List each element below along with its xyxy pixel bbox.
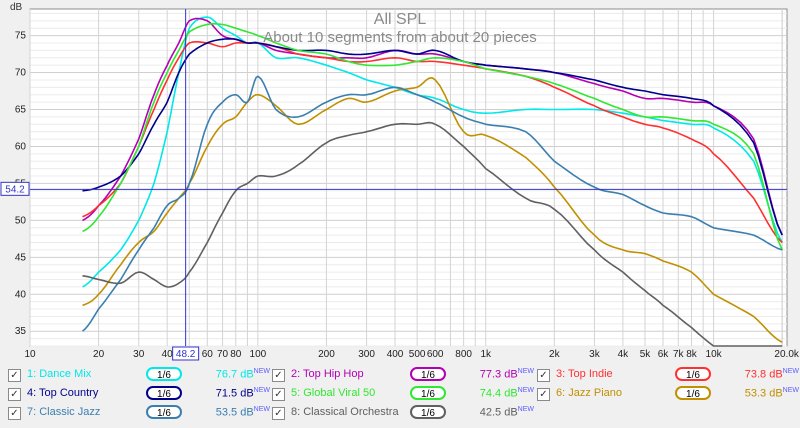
series-line <box>82 121 783 347</box>
smoothing-button[interactable]: 1/6 <box>146 386 182 400</box>
legend-label: 6: Jazz Piano <box>556 387 623 399</box>
legend-value: 77.3 dBNEW <box>479 368 534 381</box>
y-tick-label: 35 <box>15 326 27 337</box>
series-line <box>82 77 783 343</box>
new-badge: NEW <box>253 406 270 413</box>
x-tick-label: 60 <box>202 349 214 360</box>
x-tick-label: 80 <box>230 349 242 360</box>
legend-item: ✓ 2: Top Hip Hop 1/6 77.3 dBNEW <box>272 366 534 384</box>
legend-value: 76.7 dBNEW <box>215 368 270 381</box>
new-badge: NEW <box>517 368 534 375</box>
x-tick-label: 40 <box>162 349 174 360</box>
y-axis-label: dB <box>10 2 23 13</box>
y-tick-label: 65 <box>15 105 27 116</box>
legend-panel: ✓ 1: Dance Mix 1/6 76.7 dBNEW ✓ 2: Top Hip Ho… <box>0 362 800 428</box>
x-tick-label: 300 <box>358 349 375 360</box>
y-tick-label: 60 <box>15 141 27 152</box>
y-tick-label: 45 <box>15 252 27 263</box>
legend-label: 7: Classic Jazz <box>27 406 101 418</box>
legend-item: ✓ 4: Top Country 1/6 71.5 dBNEW <box>8 385 270 403</box>
cursor-y-readout: 54.2 <box>5 184 25 195</box>
legend-value: 42.5 dBNEW <box>479 406 534 419</box>
smoothing-button[interactable]: 1/6 <box>675 367 711 381</box>
legend-value: 53.3 dBNEW <box>744 387 799 400</box>
x-tick-label: 20.0k Hz <box>774 349 800 360</box>
smoothing-button[interactable]: 1/6 <box>410 367 446 381</box>
legend-label: 8: Classical Orchestra <box>291 406 399 418</box>
legend-label: 2: Top Hip Hop <box>291 368 364 380</box>
legend-checkbox[interactable]: ✓ <box>272 388 285 401</box>
series-lines <box>81 16 783 347</box>
legend-checkbox[interactable]: ✓ <box>8 407 21 420</box>
chart-subtitle: About 10 segments from about 20 pieces <box>263 29 537 46</box>
x-tick-labels: 10 20 30 40 60 70 80 100 200 300 400 500 600 800 1k 2k 3… <box>24 349 800 360</box>
x-tick-label: 500 <box>409 349 426 360</box>
legend-label: 4: Top Country <box>27 387 99 399</box>
cursor-x-readout: 48.2 <box>176 349 196 360</box>
legend-label: 1: Dance Mix <box>27 368 92 380</box>
legend-item: ✓ 5: Global Viral 50 1/6 74.4 dBNEW <box>272 385 534 403</box>
x-tick-label: 5k <box>640 349 652 360</box>
y-tick-label: 70 <box>15 68 27 79</box>
y-tick-label: 75 <box>15 31 27 42</box>
legend-value: 53.5 dBNEW <box>215 406 270 419</box>
smoothing-button[interactable]: 1/6 <box>410 405 446 419</box>
x-tick-label: 8k <box>686 349 698 360</box>
new-badge: NEW <box>253 387 270 394</box>
x-tick-label: 20 <box>93 349 105 360</box>
legend-value: 73.8 dBNEW <box>744 368 799 381</box>
new-badge: NEW <box>253 368 270 375</box>
x-tick-label: 600 <box>427 349 444 360</box>
legend-value: 74.4 dBNEW <box>479 387 534 400</box>
legend-value: 71.5 dBNEW <box>215 387 270 400</box>
x-tick-label: 10k <box>706 349 723 360</box>
legend-checkbox[interactable]: ✓ <box>537 388 550 401</box>
legend-item: ✓ 6: Jazz Piano 1/6 53.3 dBNEW <box>537 385 799 403</box>
cursor-crosshair[interactable]: 48.2 54.2 <box>0 9 787 361</box>
legend-checkbox[interactable]: ✓ <box>8 388 21 401</box>
x-tick-label: 70 <box>217 349 229 360</box>
y-tick-label: 50 <box>15 215 27 226</box>
x-tick-label: 800 <box>455 349 472 360</box>
new-badge: NEW <box>517 387 534 394</box>
new-badge: NEW <box>517 406 534 413</box>
series-line <box>82 17 783 236</box>
smoothing-button[interactable]: 1/6 <box>675 386 711 400</box>
x-tick-label: 30 <box>133 349 145 360</box>
x-tick-label: 10 <box>24 349 36 360</box>
legend-item: ✓ 8: Classical Orchestra 1/6 42.5 dBNEW <box>272 404 534 422</box>
spl-chart: 354045505560657075 102030406070801002003… <box>0 0 800 362</box>
legend-checkbox[interactable]: ✓ <box>272 407 285 420</box>
legend-checkbox[interactable]: ✓ <box>272 369 285 382</box>
new-badge: NEW <box>782 368 799 375</box>
x-tick-label: 200 <box>318 349 335 360</box>
legend-item: ✓ 1: Dance Mix 1/6 76.7 dBNEW <box>8 366 270 384</box>
chart-title: All SPL <box>374 11 427 28</box>
legend-item: ✓ 7: Classic Jazz 1/6 53.5 dBNEW <box>8 404 270 422</box>
legend-label: 5: Global Viral 50 <box>291 387 376 399</box>
new-badge: NEW <box>782 387 799 394</box>
x-tick-label: 7k <box>673 349 685 360</box>
smoothing-button[interactable]: 1/6 <box>146 367 182 381</box>
smoothing-button[interactable]: 1/6 <box>146 405 182 419</box>
series-line <box>82 38 783 236</box>
x-tick-label: 2k <box>549 349 561 360</box>
smoothing-button[interactable]: 1/6 <box>410 386 446 400</box>
legend-item: ✓ 3: Top Indie 1/6 73.8 dBNEW <box>537 366 799 384</box>
legend-checkbox[interactable]: ✓ <box>8 369 21 382</box>
legend-checkbox[interactable]: ✓ <box>537 369 550 382</box>
y-tick-label: 40 <box>15 289 27 300</box>
series-line <box>81 75 783 332</box>
legend-label: 3: Top Indie <box>556 368 613 380</box>
cursor-x-box <box>172 346 200 361</box>
series-line <box>82 23 783 251</box>
x-tick-label: 3k <box>589 349 601 360</box>
x-tick-label: 1k <box>480 349 492 360</box>
x-tick-label: 6k <box>658 349 670 360</box>
x-tick-label: 100 <box>250 349 267 360</box>
x-tick-label: 400 <box>387 349 404 360</box>
cursor-y-box <box>0 181 30 196</box>
x-tick-label: 4k <box>618 349 630 360</box>
